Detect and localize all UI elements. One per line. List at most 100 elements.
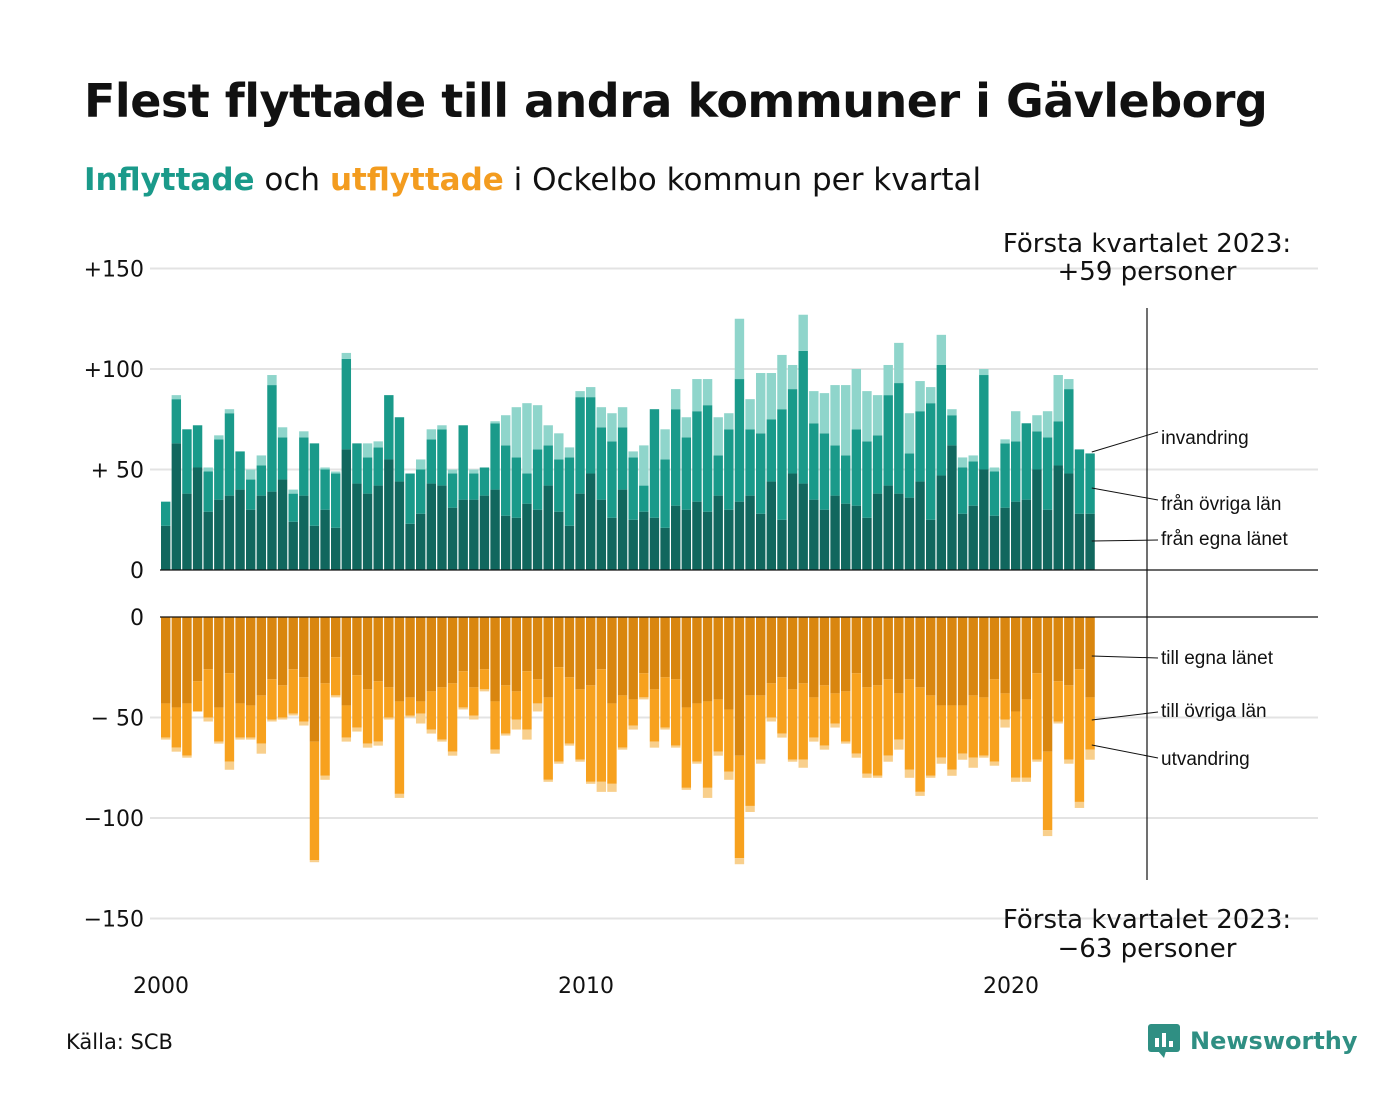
bar-out-own — [1064, 617, 1074, 686]
bar-out-other — [968, 695, 978, 758]
bar-out-own — [288, 617, 298, 670]
bar-in-other — [564, 457, 575, 526]
bar-out-emig — [617, 747, 628, 750]
bar-out-own — [745, 617, 755, 696]
bar-in-own — [894, 493, 904, 570]
bar-in-other — [734, 379, 745, 502]
bar-out-other — [947, 705, 957, 770]
bar-in-own — [299, 495, 309, 570]
bar-out-emig — [628, 725, 638, 730]
bar-out-emig — [1074, 801, 1085, 808]
bar-in-other — [192, 425, 203, 468]
bar-in-own — [277, 479, 288, 570]
bar-in-own — [469, 499, 479, 570]
bar-out-own — [798, 617, 808, 684]
bar-out-other — [798, 683, 808, 760]
bar-out-other — [182, 703, 192, 756]
bar-in-own — [394, 481, 405, 570]
bar-in-immig — [501, 415, 511, 446]
bar-in-immig — [224, 409, 235, 414]
bar-in-own — [787, 473, 798, 570]
bar-out-emig — [416, 713, 426, 724]
top-annotation-line2: +59 personer — [1058, 257, 1237, 287]
bar-in-other — [628, 457, 638, 520]
bar-in-own — [331, 527, 341, 570]
bar-out-emig — [224, 761, 235, 770]
bar-in-own — [830, 495, 840, 570]
bar-out-other — [979, 697, 989, 756]
bar-out-own — [734, 617, 745, 756]
logo-text: Newsworthy — [1190, 1027, 1358, 1055]
bar-in-immig — [798, 314, 808, 351]
bar-out-own — [277, 617, 288, 686]
bar-in-other — [447, 473, 458, 508]
bar-out-emig — [1000, 719, 1010, 728]
series-leader — [1091, 431, 1159, 453]
bar-out-other — [787, 689, 798, 760]
bar-out-own — [830, 617, 840, 694]
bar-in-immig — [968, 455, 978, 462]
bar-in-own — [267, 491, 277, 570]
bar-out-emig — [692, 761, 702, 764]
bar-out-other — [352, 675, 362, 728]
bar-in-own — [501, 515, 511, 570]
bar-in-own — [309, 525, 320, 570]
y-tick-label: −100 — [84, 807, 144, 832]
bar-out-other — [819, 685, 830, 746]
bar-in-other — [384, 395, 394, 460]
bar-in-other — [277, 437, 288, 480]
bar-out-emig — [926, 775, 936, 778]
bar-out-emig — [819, 745, 830, 750]
bar-out-emig — [1011, 777, 1021, 782]
bar-out-emig — [862, 773, 872, 778]
bar-in-immig — [246, 469, 256, 480]
bar-out-emig — [352, 727, 362, 732]
bar-out-other — [904, 679, 915, 770]
bar-in-own — [777, 519, 787, 570]
y-tick-label: 0 — [130, 559, 144, 584]
bar-out-own — [447, 617, 458, 684]
bar-in-own — [979, 469, 989, 570]
bar-in-immig — [1064, 379, 1074, 390]
bar-out-emig — [384, 717, 394, 720]
bar-out-own — [979, 617, 989, 698]
bar-out-own — [511, 617, 522, 692]
bar-in-immig — [872, 395, 883, 436]
bar-out-emig — [182, 755, 192, 758]
bar-in-own — [1085, 513, 1095, 570]
bar-out-own — [692, 617, 702, 704]
bar-in-other — [851, 429, 862, 506]
bar-in-immig — [256, 455, 267, 466]
bar-in-other — [416, 469, 426, 514]
bar-in-other — [437, 429, 447, 486]
bar-out-own — [639, 617, 649, 674]
bar-in-own — [724, 509, 734, 570]
bar-out-emig — [777, 733, 787, 738]
bar-in-other — [224, 413, 235, 496]
bar-in-immig — [883, 364, 893, 396]
bar-out-own — [405, 617, 415, 698]
bar-in-other — [819, 433, 830, 510]
bar-in-other — [756, 433, 766, 514]
bar-out-own — [490, 617, 500, 702]
bar-in-own — [607, 517, 617, 570]
bar-out-own — [1042, 617, 1053, 752]
bar-in-own — [809, 499, 819, 570]
source-label: Källa: SCB — [66, 1030, 173, 1054]
bar-out-other — [554, 667, 564, 762]
bar-out-other — [416, 701, 426, 714]
bar-out-own — [501, 617, 511, 686]
bar-in-other — [256, 465, 267, 496]
bar-out-other — [214, 707, 224, 742]
bar-in-own — [968, 505, 978, 570]
bar-out-other — [543, 697, 553, 780]
bar-in-immig — [373, 441, 383, 448]
bar-in-other — [1042, 437, 1053, 510]
bar-in-own — [692, 501, 702, 570]
bar-in-immig — [171, 395, 182, 400]
bar-in-immig — [734, 318, 745, 380]
bar-out-own — [724, 617, 734, 710]
bar-out-other — [267, 679, 277, 720]
bar-out-other — [458, 671, 468, 708]
bar-out-emig — [713, 751, 723, 756]
